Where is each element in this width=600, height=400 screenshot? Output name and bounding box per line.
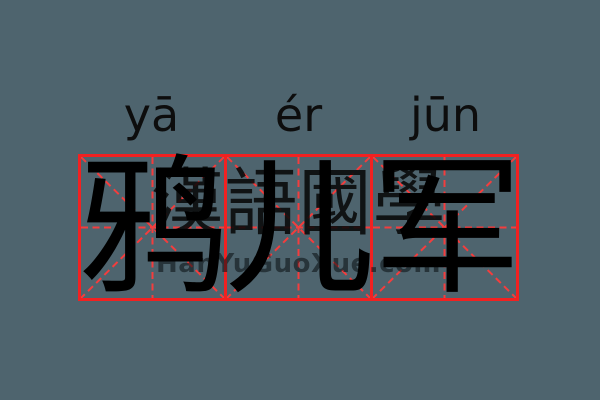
watermark-cjk-text: 漢語國學: [150, 161, 447, 246]
mizige-guides-icon: [227, 157, 370, 298]
pinyin-syllable-2: ér: [274, 88, 323, 142]
mizige-guides-icon: [81, 157, 224, 298]
hanzi-character-2: 儿: [225, 142, 376, 316]
hanzi-character-3: 军: [372, 142, 523, 316]
watermark-site-url: HanYuGuoXue.com: [156, 249, 441, 279]
mizige-cell-2: [224, 157, 370, 298]
mizige-grid: [78, 154, 519, 301]
hanzi-character-1: 鸦: [78, 142, 229, 316]
mizige-guides-icon: [373, 157, 516, 298]
mizige-cell-1: [81, 157, 224, 298]
hanzi-row: 鸦 儿 军: [78, 142, 523, 316]
mizige-cell-3: [370, 157, 516, 298]
pinyin-syllable-3: jūn: [409, 88, 482, 142]
pinyin-row: yā ér jūn: [78, 90, 519, 140]
pinyin-syllable-1: yā: [123, 88, 180, 142]
